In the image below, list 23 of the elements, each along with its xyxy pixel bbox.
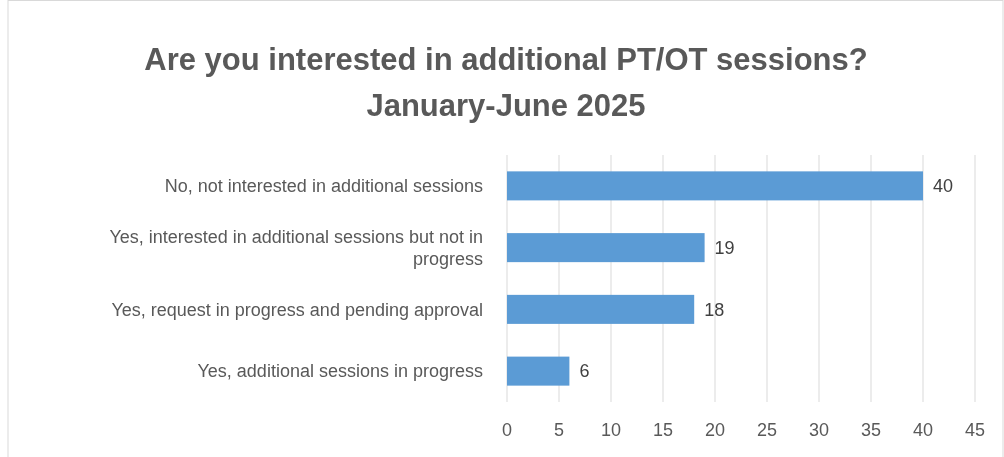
x-tick-label: 0 [501, 420, 513, 440]
data-label: 19 [714, 237, 735, 258]
bar [507, 171, 923, 201]
x-tick-label: 30 [808, 420, 830, 440]
bar [507, 294, 695, 324]
chart-title: Are you interested in additional PT/OT sessions? January-June 2025 [144, 42, 868, 123]
x-tick-label: 15 [652, 420, 674, 440]
x-tick-label: 35 [860, 420, 882, 440]
x-tick-label: 25 [756, 420, 778, 440]
y-tick-label: No, not interested in additional sessions [164, 176, 483, 197]
x-tick-label: 5 [553, 420, 565, 440]
y-tick-label: Yes, request in progress and pending approval [111, 299, 483, 320]
x-tick-label: 45 [964, 420, 986, 440]
x-tick-label: 10 [600, 420, 622, 440]
y-tick-label: Yes, interested in additional sessions but not in progress [109, 226, 483, 269]
bar [507, 356, 570, 386]
x-tick-label: 20 [704, 420, 726, 440]
x-tick-label: 40 [912, 420, 934, 440]
data-label: 40 [933, 176, 954, 197]
y-tick-label: Yes, additional sessions in progress [197, 361, 483, 382]
bar [507, 233, 705, 263]
data-label: 6 [579, 361, 590, 382]
data-label: 18 [704, 299, 725, 320]
